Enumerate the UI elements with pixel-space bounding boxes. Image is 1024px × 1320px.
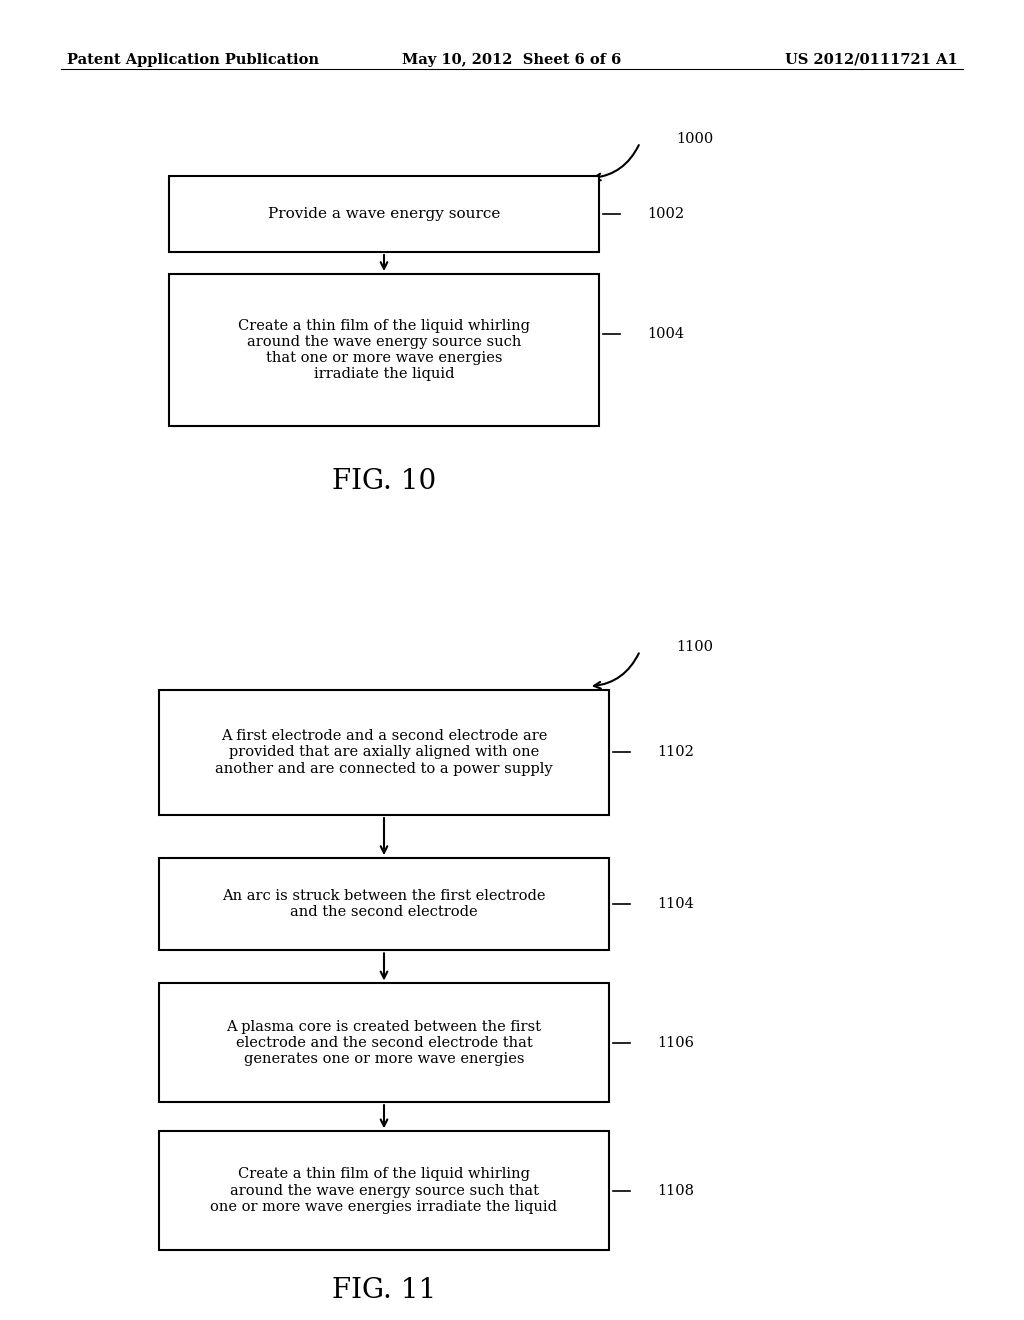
Text: A plasma core is created between the first
electrode and the second electrode th: A plasma core is created between the fir… [226, 1019, 542, 1067]
Text: 1108: 1108 [657, 1184, 694, 1197]
Bar [169, 176, 599, 252]
Text: Provide a wave energy source: Provide a wave energy source [268, 207, 500, 220]
Bar [159, 983, 609, 1102]
Text: 1002: 1002 [647, 207, 684, 220]
Text: A first electrode and a second electrode are
provided that are axially aligned w: A first electrode and a second electrode… [215, 729, 553, 776]
Text: 1004: 1004 [647, 327, 684, 341]
Text: US 2012/0111721 A1: US 2012/0111721 A1 [784, 53, 957, 67]
Text: Create a thin film of the liquid whirling
around the wave energy source such
tha: Create a thin film of the liquid whirlin… [238, 318, 530, 381]
Bar [159, 858, 609, 950]
Bar [159, 1131, 609, 1250]
Text: 1000: 1000 [676, 132, 713, 145]
Text: FIG. 11: FIG. 11 [332, 1278, 436, 1304]
Text: Patent Application Publication: Patent Application Publication [67, 53, 318, 67]
Text: May 10, 2012  Sheet 6 of 6: May 10, 2012 Sheet 6 of 6 [402, 53, 622, 67]
Text: Create a thin film of the liquid whirling
around the wave energy source such tha: Create a thin film of the liquid whirlin… [211, 1167, 557, 1214]
Bar [159, 689, 609, 814]
Text: 1104: 1104 [657, 898, 694, 911]
Text: 1100: 1100 [676, 640, 713, 653]
Bar [169, 275, 599, 425]
Text: FIG. 10: FIG. 10 [332, 469, 436, 495]
Text: An arc is struck between the first electrode
and the second electrode: An arc is struck between the first elect… [222, 890, 546, 919]
Text: 1106: 1106 [657, 1036, 694, 1049]
Text: 1102: 1102 [657, 746, 694, 759]
